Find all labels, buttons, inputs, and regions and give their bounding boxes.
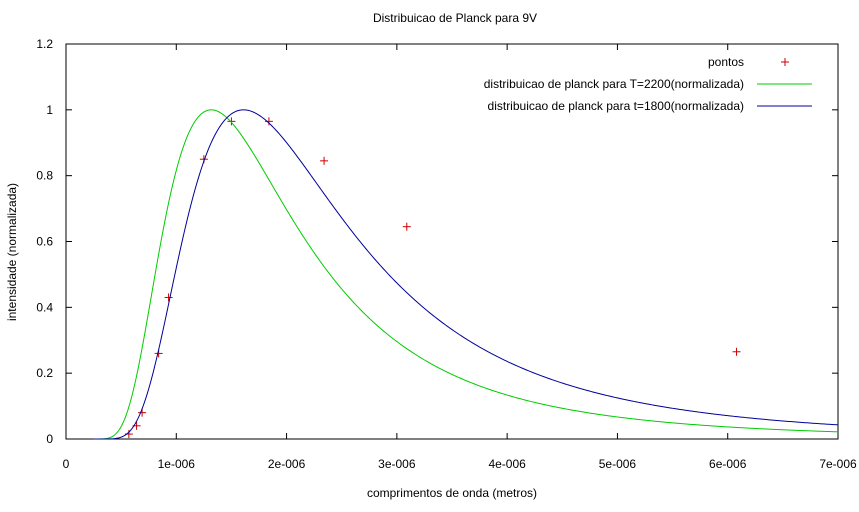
- legend-label: distribuicao de planck para T=2200(norma…: [484, 77, 744, 91]
- y-tick-label: 0.4: [36, 300, 53, 314]
- series-line-T2200: [93, 109, 839, 440]
- legend-label: pontos: [708, 55, 744, 69]
- data-point: [227, 117, 236, 126]
- x-tick-label: 7e-006: [819, 457, 857, 471]
- x-tick-label: 3e-006: [378, 457, 416, 471]
- y-tick-label: 0: [46, 432, 53, 446]
- data-point: [402, 222, 411, 231]
- data-point: [320, 156, 329, 165]
- series-line-T1800: [93, 109, 839, 440]
- data-point: [264, 117, 273, 126]
- y-axis-label: intensidade (normalizada): [5, 183, 19, 321]
- x-tick-label: 5e-006: [599, 457, 637, 471]
- x-tick-label: 4e-006: [488, 457, 526, 471]
- x-tick-label: 2e-006: [268, 457, 306, 471]
- x-tick-label: 0: [63, 457, 70, 471]
- y-tick-label: 1: [46, 103, 53, 117]
- x-axis-label: comprimentos de onda (metros): [367, 486, 537, 500]
- data-point: [732, 347, 741, 356]
- chart-title: Distribuicao de Planck para 9V: [373, 11, 537, 25]
- y-tick-label: 1.2: [36, 37, 53, 51]
- y-tick-label: 0.2: [36, 366, 53, 380]
- y-tick-label: 0.8: [36, 169, 53, 183]
- data-point: [164, 293, 173, 302]
- axis-ticks: 0 1e-006 2e-006 3e-006 4e-006 5e-006 6e-006 7e-…: [36, 37, 857, 471]
- y-tick-label: 0.6: [36, 235, 53, 249]
- x-tick-label: 6e-006: [709, 457, 747, 471]
- series-layer: [93, 109, 839, 440]
- legend: pontos distribuicao de planck para T=2200…: [484, 55, 812, 113]
- legend-marker-points: [781, 58, 789, 66]
- x-tick-label: 1e-006: [158, 457, 196, 471]
- legend-label: distribuicao de planck para t=1800(norma…: [488, 99, 744, 113]
